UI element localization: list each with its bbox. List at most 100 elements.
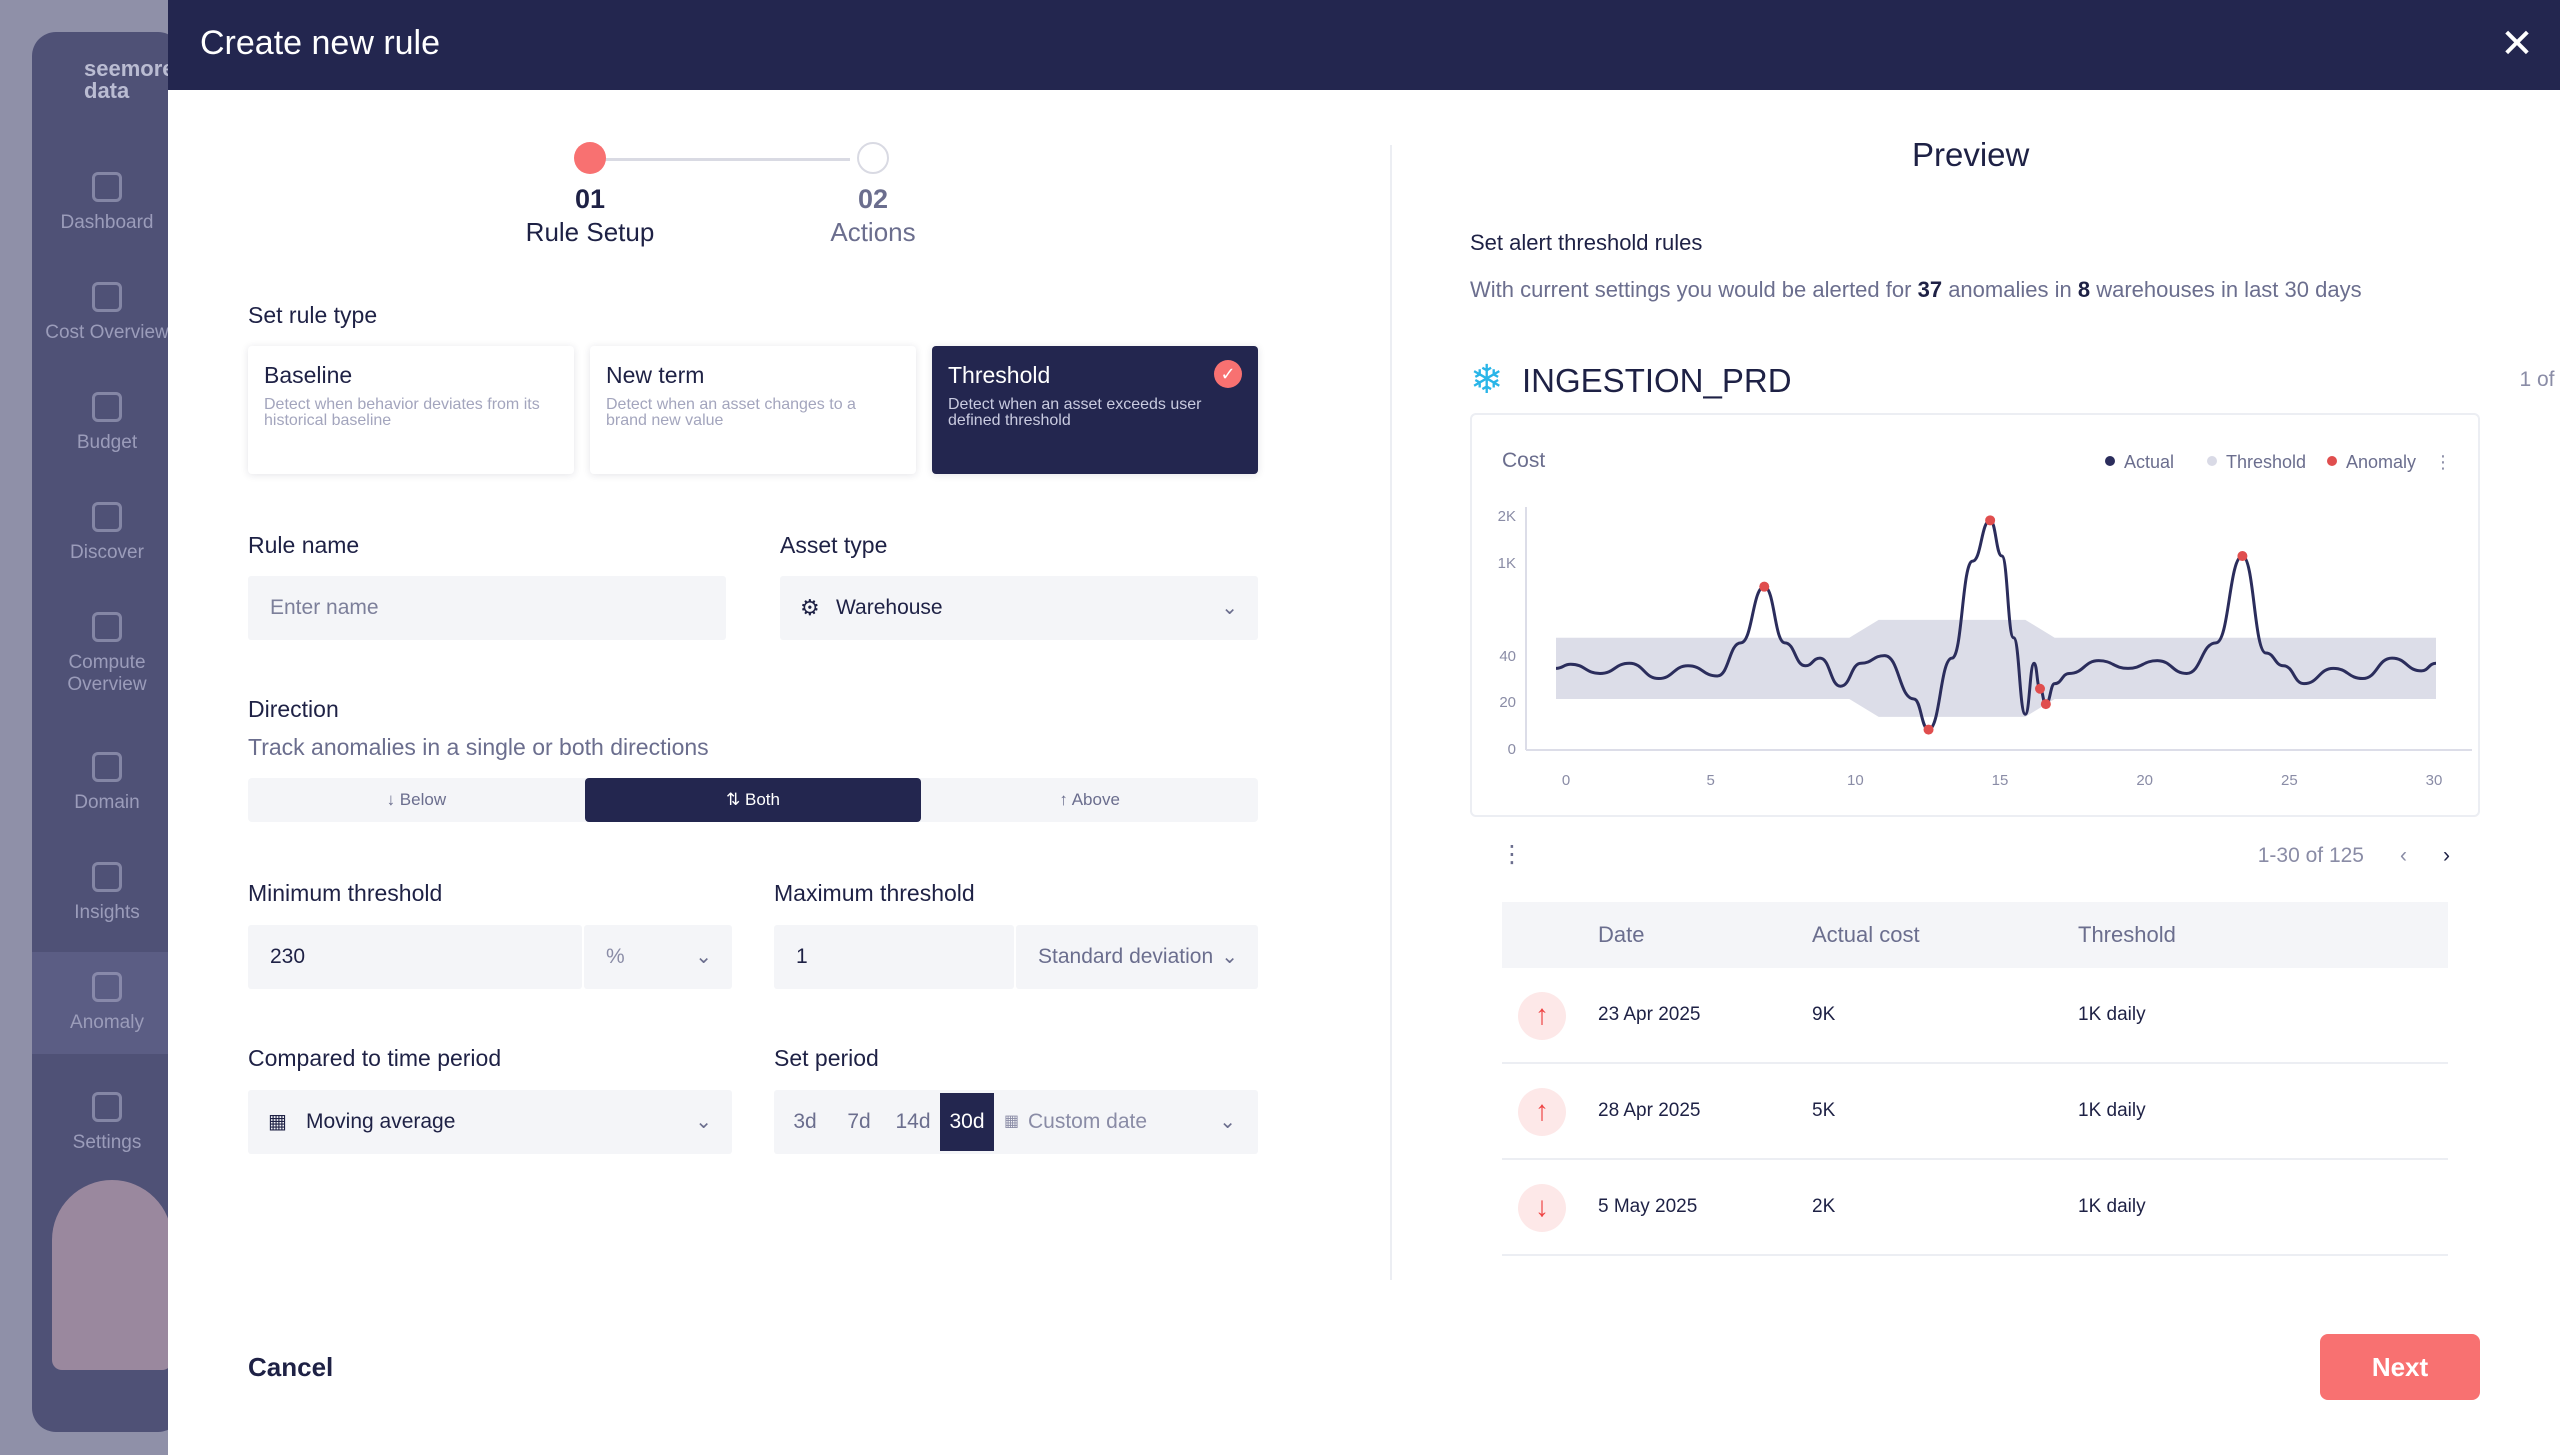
x-tick-label: 30 [2426,772,2443,789]
alert-description: With current settings you would be alert… [1470,277,2362,302]
chevron-right-icon[interactable]: › [2443,844,2450,867]
chevron-left-icon[interactable]: ‹ [2400,844,2407,867]
direction-below-button[interactable]: ↓ Below [386,790,447,809]
modal-header: Create new rule ✕ [168,0,2560,90]
chart-menu-icon: ⋮ [2434,452,2452,472]
discover-icon [92,502,122,532]
mascot-illustration [52,1180,172,1370]
chevron-down-icon: ⌄ [695,1111,712,1133]
y-tick-label: 1K [1498,555,1516,572]
arrow-up-icon: ↑ [1518,1088,1566,1136]
card-title: New term [606,362,705,388]
direction-above-button[interactable]: ↑ Above [1059,790,1120,809]
check-icon: ✓ [1214,360,1242,388]
rule-type-new-term[interactable]: New term Detect when an asset changes to… [590,346,916,474]
nav-item-discover: Discover [32,502,182,564]
x-tick-label: 0 [1562,772,1570,789]
step-number: 02 [857,184,889,214]
snowflake-icon: ❄ [1470,358,1504,402]
rule-name-input[interactable]: Enter name [248,576,726,640]
asset-type-select[interactable]: ⚙ Warehouse ⌄ [780,576,1258,640]
y-tick-label: 0 [1508,741,1516,758]
period-7d-button[interactable]: 7d [847,1110,871,1133]
calendar-icon: ▦ [268,1111,287,1133]
period-30d-button[interactable]: 30d [940,1093,994,1151]
step-label: Actions [830,217,916,247]
compute-icon [92,612,122,642]
legend-marker [2327,456,2337,466]
max-threshold-unit-select[interactable]: Standard deviation ⌄ [1016,925,1258,989]
nav-item-anomaly: Anomaly [32,952,182,1054]
step-number: 01 [574,184,606,214]
compare-label: Compared to time period [248,1045,502,1071]
max-threshold-label: Maximum threshold [774,880,975,906]
anomaly-point [1985,515,1996,526]
cancel-button[interactable]: Cancel [248,1352,334,1382]
max-threshold-input[interactable]: 1 [774,925,1014,989]
legend-label: Threshold [2226,452,2306,472]
stepper: 01 Rule Setup 02 Actions [526,142,948,252]
x-tick-label: 25 [2281,772,2298,789]
y-tick-label: 2K [1498,508,1516,525]
step-label: Rule Setup [525,217,655,247]
compare-period-select[interactable]: ▦ Moving average ⌄ [248,1090,732,1154]
card-desc: Detect when an asset exceeds user define… [948,396,1202,429]
rule-type-label: Set rule type [248,302,378,328]
min-threshold-label: Minimum threshold [248,880,443,906]
min-threshold-input[interactable]: 230 [248,925,582,989]
table-row[interactable]: ↑ 28 Apr 2025 5K 1K daily [1502,1064,2448,1160]
nav-item-dashboard: Dashboard [32,172,182,234]
table-pager: 1-30 of 125 ‹ › [2258,844,2450,868]
column-header: Threshold [2078,922,2176,947]
step-rule-setup[interactable]: 01 Rule Setup [510,142,670,248]
card-desc: Detect when an asset changes to a brand … [606,396,856,429]
threshold-band [1556,619,2436,717]
arrow-down-icon: ↓ [386,790,400,809]
table-row[interactable]: ↓ 5 May 2025 2K 1K daily [1502,1160,2448,1256]
rule-name-label: Rule name [248,532,360,558]
anomaly-point [2035,683,2045,694]
card-desc: Detect when behavior deviates from its h… [264,396,540,429]
next-button[interactable]: Next [2320,1334,2480,1400]
rule-type-baseline[interactable]: Baseline Detect when behavior deviates f… [248,346,574,474]
warehouse-count: 8 [2077,277,2091,302]
create-rule-modal: Create new rule ✕ 01 Rule Setup 02 Actio… [168,0,2560,1455]
period-14d-button[interactable]: 14d [895,1110,931,1133]
cost-chart: Cost Actual Threshold Anomaly ⋮ 2K 1K 40 20 0 0 5 10… [1470,413,2480,817]
y-tick-label: 40 [1499,648,1516,665]
step-actions[interactable]: 02 Actions [793,142,953,248]
card-title: Baseline [264,362,353,388]
legend-label: Anomaly [2346,452,2416,472]
more-options-icon[interactable]: ⋮ [1500,841,1524,868]
direction-both-button[interactable]: ⇅ Both [584,778,922,822]
asset-pager: 1 of 8 ‹ › [2519,368,2560,392]
period-selector: 3d 7d 14d 30d ▦ Custom date ⌄ [774,1090,1258,1154]
panel-divider [1390,145,1392,1280]
budget-icon [92,392,122,422]
close-icon[interactable]: ✕ [2500,22,2534,66]
chevron-down-icon: ⌄ [1221,597,1238,619]
table-pager-text: 1-30 of 125 [2257,844,2364,867]
rule-type-threshold[interactable]: Threshold Detect when an asset exceeds u… [932,346,1258,474]
custom-date-select[interactable]: ▦ Custom date ⌄ [1000,1093,1250,1151]
table-row[interactable]: ↑ 23 Apr 2025 9K 1K daily [1502,968,2448,1064]
arrow-up-icon: ↑ [1059,790,1072,809]
asset-pager-text: 1 of 8 [2519,368,2560,391]
min-threshold-unit-select[interactable]: % ⌄ [584,925,732,989]
domain-icon [92,752,122,782]
stepper-line [590,158,850,161]
direction-desc: Track anomalies in a single or both dire… [248,734,709,760]
card-title: Threshold [948,362,1051,388]
cost-chart-svg: Cost Actual Threshold Anomaly ⋮ 2K 1K 40 20 0 0 5 10… [1498,449,2472,789]
warehouse-icon: ⚙ [800,595,820,620]
legend-marker [2207,456,2217,466]
modal-title: Create new rule [200,24,441,62]
arrow-down-icon: ↓ [1518,1184,1566,1232]
column-header: Date [1598,922,1645,947]
rule-type-cards: Baseline Detect when behavior deviates f… [248,346,1258,474]
chevron-down-icon: ⌄ [1221,946,1238,968]
nav-item-compute: Compute Overview [32,612,182,696]
legend-label: Actual [2124,452,2174,472]
period-3d-button[interactable]: 3d [793,1110,817,1133]
anomaly-table: Date Actual cost Threshold ↑ 23 Apr 2025… [1502,902,2448,1256]
